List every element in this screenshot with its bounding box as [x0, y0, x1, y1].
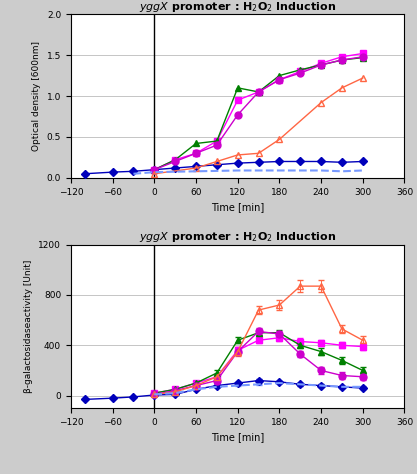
- Y-axis label: β-galactosidaseactivity [Unit]: β-galactosidaseactivity [Unit]: [24, 260, 33, 393]
- Title: $\mathit{yggX}$ promoter : H$_2$O$_2$ Induction: $\mathit{yggX}$ promoter : H$_2$O$_2$ In…: [139, 230, 336, 245]
- Legend: control, 0.0005% H$_2$O$_2$, 0.001% H$_2$O$_2$, 0.002% H$_2$O$_2$, 0.005% H$_2$O: control, 0.0005% H$_2$O$_2$, 0.001% H$_2…: [75, 257, 278, 292]
- X-axis label: Time [min]: Time [min]: [211, 432, 264, 443]
- Y-axis label: Optical density [600nm]: Optical density [600nm]: [32, 41, 41, 151]
- X-axis label: Time [min]: Time [min]: [211, 202, 264, 212]
- Title: $\mathit{yggX}$ promoter : H$_2$O$_2$ Induction: $\mathit{yggX}$ promoter : H$_2$O$_2$ In…: [139, 0, 336, 14]
